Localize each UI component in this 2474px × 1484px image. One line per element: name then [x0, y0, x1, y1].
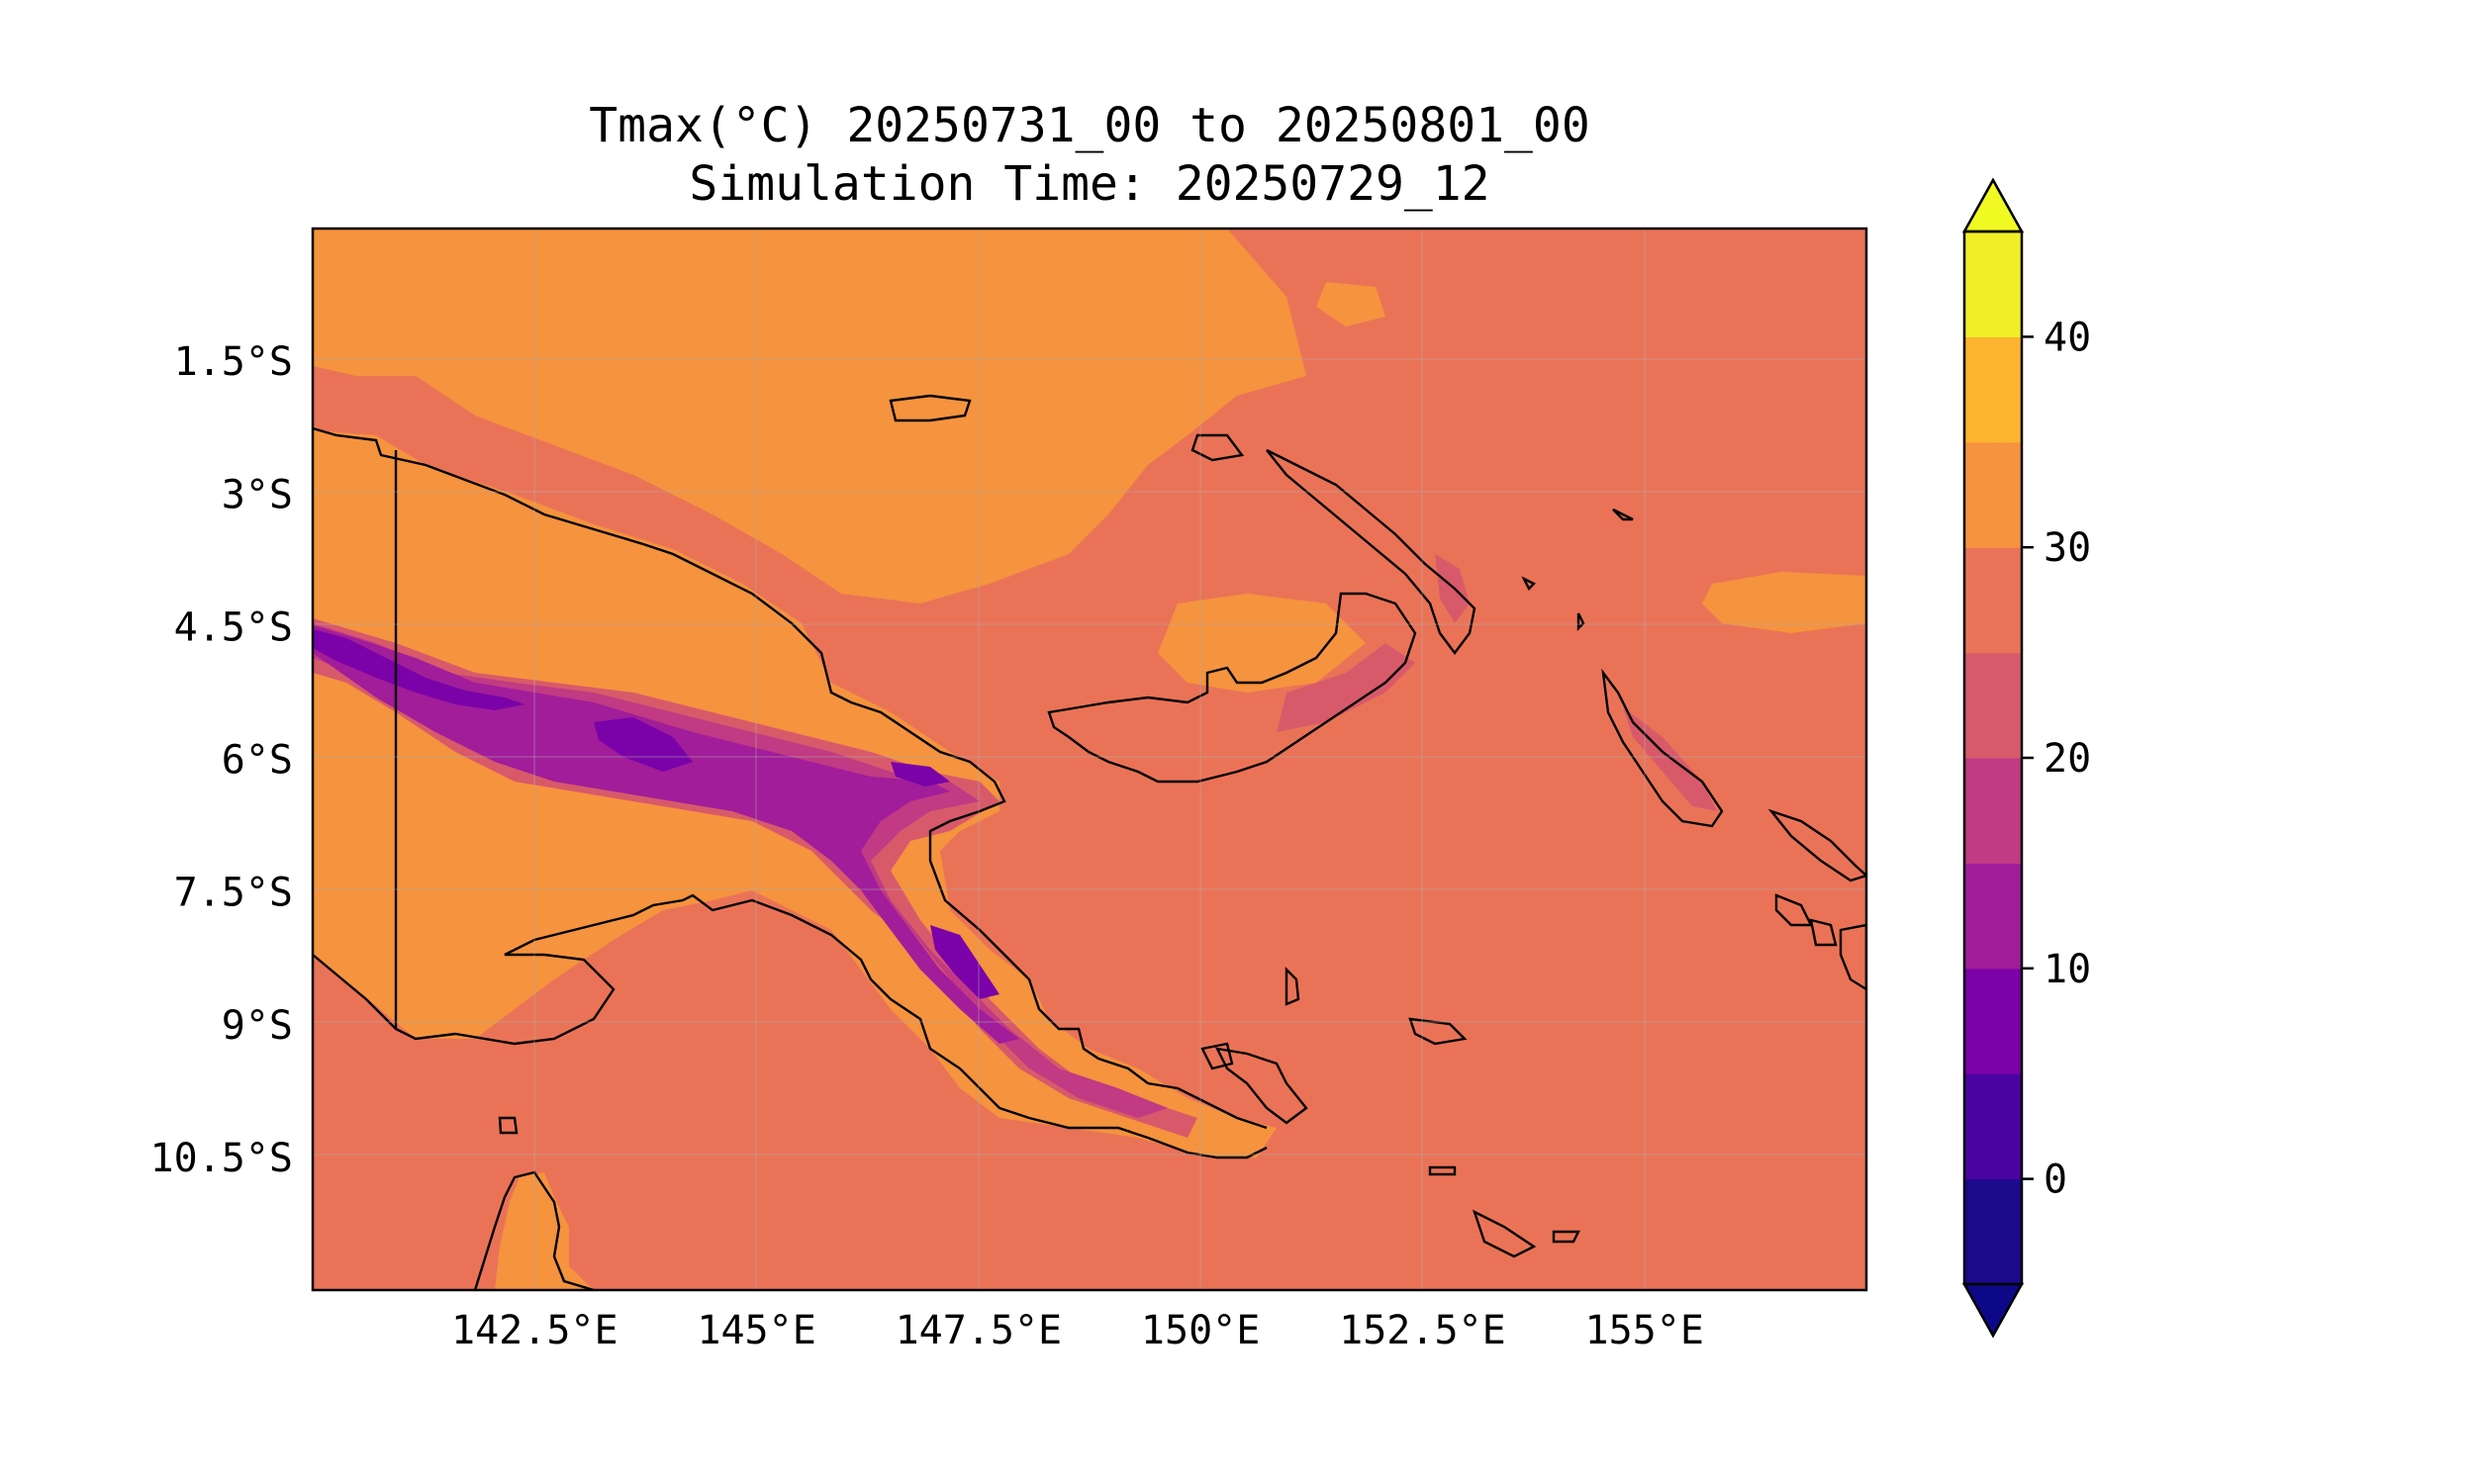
cape-york-land: [495, 1172, 594, 1290]
bougainville-highland: [1623, 707, 1717, 811]
colorbar-segment: [1964, 652, 2022, 759]
lon-tick-label: 155°E: [1585, 1308, 1704, 1353]
lat-tick-label: 9°S: [222, 1003, 293, 1049]
new-britain-coast: [1047, 592, 1417, 784]
new-hanover: [1190, 433, 1245, 462]
torres-island: [498, 1116, 519, 1135]
solomon-island-1: [1767, 808, 1866, 882]
highlands-core-2: [594, 717, 693, 772]
highlands-band-3: [313, 625, 1019, 1044]
colorbar-segment: [1964, 1178, 2022, 1285]
woodlark: [1285, 967, 1300, 1006]
solomon-island-4: [1839, 923, 1866, 991]
ng-north-coast: [313, 426, 1268, 1130]
lat-tick-label: 4.5°S: [174, 604, 293, 650]
longitude-axis: 142.5°E 145°E 147.5°E 150°E 152.5°E 155°E: [451, 1308, 1704, 1353]
lat-tick-label: 1.5°S: [174, 339, 293, 385]
new-britain-highland: [1277, 643, 1415, 732]
lon-tick-label: 142.5°E: [451, 1308, 618, 1353]
latitude-axis: 1.5°S 3°S 4.5°S 6°S 7.5°S 9°S 10.5°S: [150, 339, 294, 1181]
small-island-1: [1612, 508, 1634, 521]
cape-york-coast: [473, 1170, 595, 1290]
lon-tick-label: 147.5°E: [896, 1308, 1063, 1353]
colorbar-segment: [1964, 441, 2022, 548]
colorbar-segment: [1964, 336, 2022, 443]
lat-tick-label: 10.5°S: [150, 1136, 294, 1181]
colorbar-segment: [1964, 232, 2022, 337]
gridlines: [313, 229, 1866, 1290]
colorbar-tick-label: 40: [2044, 315, 2091, 360]
colorbar-under-arrow: [1961, 1282, 2025, 1339]
warm-sea-north: [313, 229, 1306, 603]
louisiade-1: [1408, 1017, 1468, 1046]
dentrecasteaux-2: [1200, 1042, 1234, 1070]
lat-tick-label: 3°S: [222, 472, 293, 517]
chart-title: Tmax(°C) 20250731_00 to 20250801_00: [589, 98, 1590, 153]
highlands-core-3: [930, 925, 999, 999]
bougainville-coast: [1601, 668, 1724, 828]
colorbar-segment: [1964, 758, 2022, 864]
manus-island: [889, 394, 972, 422]
colorbar-segment: [1964, 968, 2022, 1074]
coastlines: [313, 394, 1866, 1290]
map-frame: [311, 227, 1868, 1292]
colorbar: 0 10 20 30 40: [1961, 177, 2091, 1339]
lon-tick-label: 145°E: [697, 1308, 815, 1353]
lat-tick-label: 6°S: [222, 738, 293, 784]
louisiade-2: [1472, 1209, 1537, 1258]
highlands-core: [313, 629, 524, 710]
new-ireland-highland: [1435, 554, 1470, 623]
small-island-2: [1521, 576, 1537, 592]
louisiade-3: [1552, 1230, 1580, 1244]
solomon-island-3: [1809, 918, 1838, 947]
lat-tick-label: 7.5°S: [174, 871, 293, 916]
dentrecasteaux-1: [1214, 1047, 1308, 1125]
colorbar-tick-label: 0: [2044, 1158, 2067, 1203]
solomon-island-2: [1774, 893, 1813, 927]
colorbar-segment: [1964, 1073, 2022, 1180]
highlands-core-4: [891, 762, 950, 787]
colorbar-tick-label: 30: [2044, 525, 2091, 571]
temperature-field: [313, 229, 1866, 1290]
trobriand-1: [1428, 1165, 1457, 1176]
small-island-3: [1576, 612, 1585, 631]
new-ireland-coast: [1266, 448, 1476, 655]
chart-subtitle: Simulation Time: 20250729_12: [689, 156, 1490, 212]
colorbar-segment: [1964, 547, 2022, 654]
colorbar-tick-label: 10: [2044, 947, 2091, 992]
warm-sea-north-east: [1316, 282, 1385, 326]
colorbar-segment: [1964, 863, 2022, 970]
lon-tick-label: 150°E: [1141, 1308, 1260, 1353]
ng-south-coast: [313, 893, 1268, 1159]
lon-tick-label: 152.5°E: [1339, 1308, 1506, 1353]
colorbar-over-arrow: [1961, 177, 2025, 233]
colorbar-tick-label: 20: [2044, 736, 2091, 782]
warm-sea-east: [1702, 572, 1866, 633]
warm-coast-ne: [1158, 594, 1366, 693]
